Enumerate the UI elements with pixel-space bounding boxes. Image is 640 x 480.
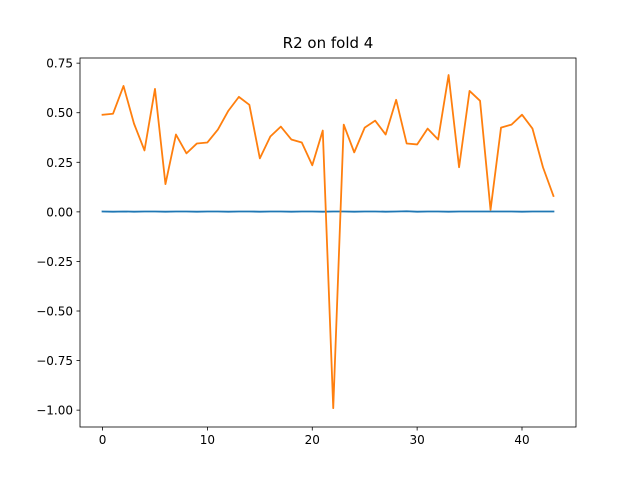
- y-tick-label: −1.00: [36, 404, 73, 418]
- x-tick-label: 0: [99, 433, 107, 447]
- x-tick-label: 20: [305, 433, 320, 447]
- y-tick-label: 0.75: [46, 57, 73, 71]
- y-tick-label: −0.50: [36, 305, 73, 319]
- x-tick-label: 10: [200, 433, 215, 447]
- y-tick-label: −0.75: [36, 354, 73, 368]
- x-tick-label: 40: [514, 433, 529, 447]
- x-tick-label: 30: [409, 433, 424, 447]
- y-tick-label: 0.00: [46, 205, 73, 219]
- chart-title: R2 on fold 4: [283, 34, 374, 52]
- y-tick-label: 0.25: [46, 156, 73, 170]
- plot-area: 0 10 20 30 40 −1.00 −0.75 −0.50 −0.25 0.00 0.25 0.5…: [36, 57, 555, 447]
- y-tick-label: 0.50: [46, 106, 73, 120]
- y-tick-label: −0.25: [36, 255, 73, 269]
- series-line-2: [101, 74, 555, 410]
- axes-frame: [79, 57, 577, 428]
